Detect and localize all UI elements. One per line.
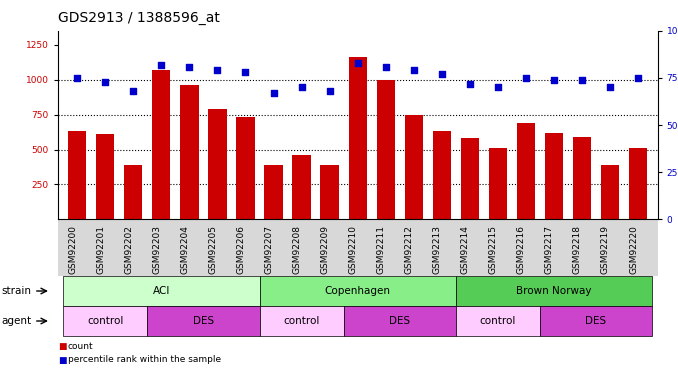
Text: GSM92218: GSM92218 (573, 225, 582, 274)
Text: GSM92205: GSM92205 (208, 225, 218, 274)
Point (72, 75, 83, 81)
Point (156, 62, 167, 68)
Text: ■: ■ (58, 356, 66, 364)
Bar (601, 165, 619, 219)
Text: GSM92209: GSM92209 (321, 225, 330, 274)
Bar (433, 130, 451, 219)
Bar (264, 165, 283, 219)
Text: DES: DES (389, 316, 410, 326)
Bar (321, 165, 339, 219)
Text: GDS2913 / 1388596_at: GDS2913 / 1388596_at (58, 11, 220, 25)
Bar (517, 123, 535, 219)
Text: GSM92206: GSM92206 (237, 225, 245, 274)
Text: GSM92200: GSM92200 (68, 225, 77, 274)
Bar (348, 57, 367, 219)
Text: GSM92216: GSM92216 (517, 225, 526, 274)
Point (605, 84, 616, 90)
Text: GSM92207: GSM92207 (264, 225, 273, 274)
Text: GSM92211: GSM92211 (377, 225, 386, 274)
Text: GSM92212: GSM92212 (405, 225, 414, 274)
Text: GSM92208: GSM92208 (293, 225, 302, 274)
Point (100, 79, 111, 85)
Text: GSM92219: GSM92219 (601, 225, 610, 274)
Point (380, 64, 391, 70)
Text: ■: ■ (58, 342, 66, 351)
Point (464, 81, 475, 87)
Point (437, 71, 447, 77)
Bar (629, 148, 647, 219)
Bar (545, 133, 563, 219)
Point (633, 75, 643, 81)
Bar (460, 138, 479, 219)
Point (296, 84, 307, 90)
Text: strain: strain (1, 286, 31, 296)
Bar (237, 117, 255, 219)
Text: GSM92217: GSM92217 (545, 225, 554, 274)
Point (576, 77, 587, 83)
Point (128, 88, 139, 94)
Bar (180, 85, 199, 219)
Text: GSM92201: GSM92201 (96, 225, 105, 274)
Text: DES: DES (585, 316, 607, 326)
Text: GSM92215: GSM92215 (489, 225, 498, 274)
Point (492, 84, 503, 90)
Text: percentile rank within the sample: percentile rank within the sample (68, 356, 221, 364)
Text: agent: agent (1, 316, 31, 326)
Text: GSM92203: GSM92203 (153, 225, 161, 274)
Text: ACI: ACI (153, 286, 170, 296)
Bar (96, 134, 115, 219)
Text: GSM92204: GSM92204 (180, 225, 189, 274)
Point (353, 60, 363, 66)
Text: Copenhagen: Copenhagen (325, 286, 391, 296)
Point (184, 64, 195, 70)
Bar (376, 80, 395, 219)
Text: control: control (283, 316, 320, 326)
Text: GSM92220: GSM92220 (629, 225, 638, 274)
Point (268, 90, 279, 96)
Text: GSM92202: GSM92202 (124, 225, 134, 274)
Bar (573, 137, 591, 219)
Bar (208, 109, 226, 219)
Bar (153, 70, 170, 219)
Text: control: control (87, 316, 123, 326)
Point (521, 75, 532, 81)
Point (212, 68, 223, 74)
Point (240, 69, 251, 75)
Point (408, 68, 419, 74)
Text: GSM92214: GSM92214 (461, 225, 470, 274)
Text: DES: DES (193, 316, 214, 326)
Text: GSM92213: GSM92213 (433, 225, 442, 274)
Bar (124, 165, 142, 219)
Text: count: count (68, 342, 94, 351)
Text: Brown Norway: Brown Norway (516, 286, 592, 296)
Bar (68, 131, 86, 219)
Bar (489, 148, 507, 219)
Point (324, 88, 335, 94)
Text: GSM92210: GSM92210 (348, 225, 358, 274)
Text: control: control (479, 316, 516, 326)
Point (549, 77, 559, 83)
Bar (405, 115, 423, 219)
Bar (292, 155, 311, 219)
